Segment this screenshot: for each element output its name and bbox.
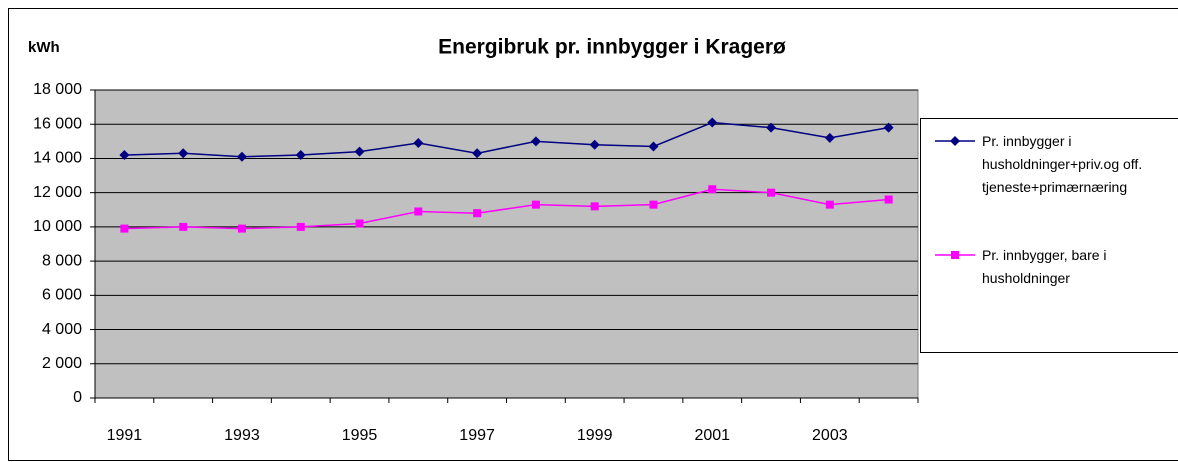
y-tick-label: 10 000 bbox=[33, 218, 82, 235]
marker bbox=[119, 150, 130, 161]
marker bbox=[355, 219, 364, 228]
legend-box bbox=[920, 118, 1178, 353]
marker bbox=[708, 185, 717, 194]
y-axis-label: kWh bbox=[28, 39, 60, 56]
legend-label: Pr. innbygger, bare i husholdninger bbox=[982, 247, 1107, 286]
marker bbox=[236, 151, 247, 162]
x-tick-label: 1995 bbox=[342, 427, 378, 444]
series-line bbox=[124, 121, 889, 158]
marker bbox=[414, 207, 423, 216]
marker bbox=[766, 122, 777, 133]
marker bbox=[354, 146, 365, 157]
marker bbox=[884, 195, 893, 204]
marker bbox=[825, 200, 834, 209]
marker bbox=[649, 200, 658, 209]
marker bbox=[296, 222, 305, 231]
marker bbox=[824, 132, 835, 143]
legend-label: Pr. innbygger i husholdninger+priv.og of… bbox=[982, 133, 1143, 195]
marker bbox=[531, 200, 540, 209]
y-tick-label: 0 bbox=[73, 389, 82, 406]
x-tick-label: 1993 bbox=[224, 427, 260, 444]
marker bbox=[413, 138, 424, 149]
series-line bbox=[124, 188, 889, 230]
x-tick-label: 2001 bbox=[694, 427, 730, 444]
x-tick-label: 1997 bbox=[459, 427, 495, 444]
x-tick-label: 2003 bbox=[812, 427, 848, 444]
chart-title: Energibruk pr. innbygger i Kragerø bbox=[438, 36, 786, 59]
plot-area bbox=[94, 89, 919, 399]
y-tick-label: 18 000 bbox=[33, 81, 82, 98]
marker bbox=[950, 136, 960, 146]
y-tick-label: 4 000 bbox=[42, 321, 82, 338]
marker bbox=[707, 117, 718, 128]
marker bbox=[590, 202, 599, 211]
x-tick-label: 1999 bbox=[577, 427, 613, 444]
marker bbox=[589, 139, 600, 150]
marker bbox=[883, 122, 894, 133]
marker bbox=[951, 251, 959, 259]
y-tick-label: 8 000 bbox=[42, 252, 82, 269]
y-tick-label: 16 000 bbox=[33, 115, 82, 132]
x-tick-label: 1991 bbox=[107, 427, 143, 444]
y-tick-label: 12 000 bbox=[33, 184, 82, 201]
marker bbox=[295, 150, 306, 161]
y-tick-label: 6 000 bbox=[42, 287, 82, 304]
marker bbox=[120, 224, 129, 233]
marker bbox=[648, 141, 659, 152]
marker bbox=[472, 148, 483, 159]
y-tick-label: 14 000 bbox=[33, 150, 82, 167]
marker bbox=[473, 209, 482, 218]
y-tick-label: 2 000 bbox=[42, 355, 82, 372]
marker bbox=[178, 148, 189, 159]
marker bbox=[767, 188, 776, 197]
marker bbox=[179, 222, 188, 231]
marker bbox=[237, 224, 246, 233]
marker bbox=[530, 136, 541, 147]
